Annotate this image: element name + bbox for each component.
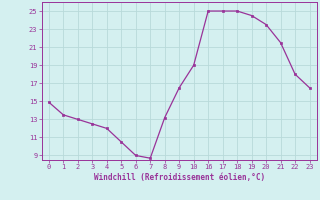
- X-axis label: Windchill (Refroidissement éolien,°C): Windchill (Refroidissement éolien,°C): [94, 173, 265, 182]
